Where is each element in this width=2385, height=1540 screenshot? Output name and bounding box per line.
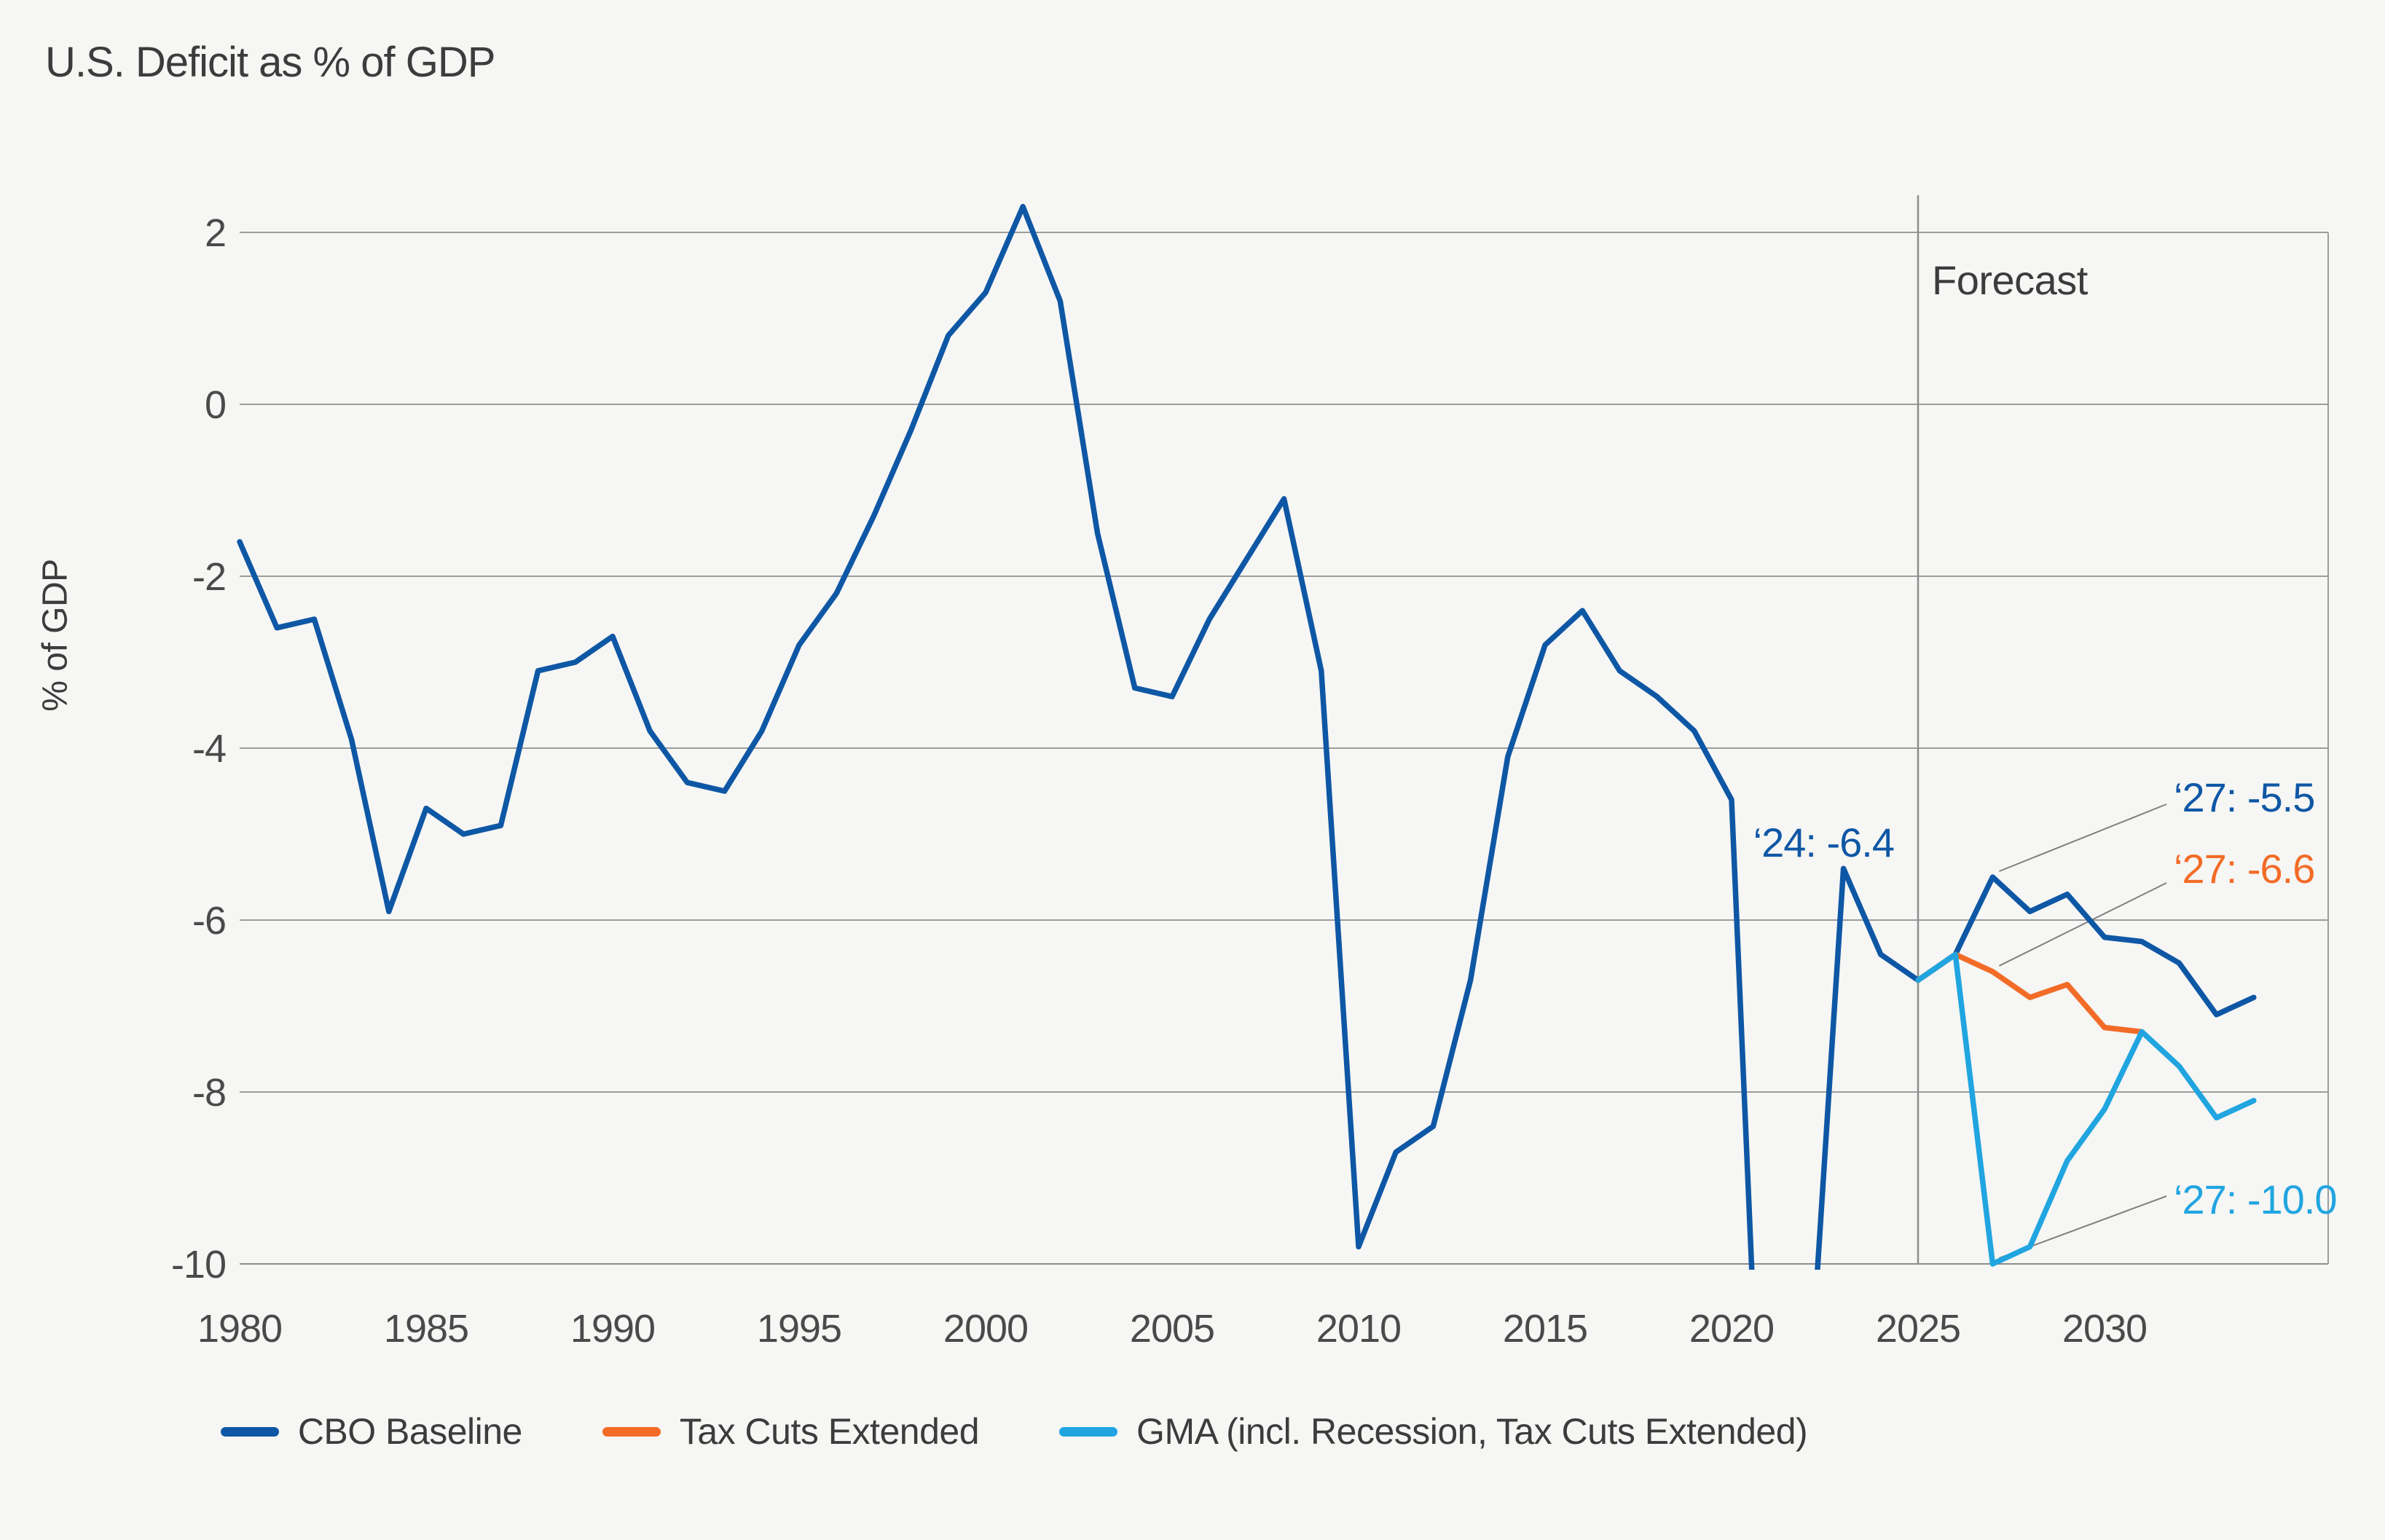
x-tick-2000: 2000 — [943, 1307, 1028, 1351]
legend-swatch-gma — [1059, 1426, 1118, 1437]
annotation-2027-tax-cuts-extended: ‘27: -6.6 — [2174, 846, 2315, 892]
x-tick-2030: 2030 — [2062, 1307, 2147, 1351]
gridlines — [240, 232, 2329, 1265]
y-tick--2: -2 — [192, 555, 226, 599]
y-tick--10: -10 — [171, 1243, 226, 1286]
x-tick-1985: 1985 — [384, 1307, 468, 1351]
leader-line-1 — [1999, 804, 2167, 872]
legend-swatch-tax-cuts-extended — [602, 1426, 661, 1437]
chart-title: U.S. Deficit as % of GDP — [45, 39, 495, 86]
x-tick-1980: 1980 — [197, 1307, 282, 1351]
leader-line-2 — [1998, 882, 2167, 967]
series-line-tax-cuts-extended — [1915, 951, 2145, 1035]
annotation-2027-cbo-baseline: ‘27: -5.5 — [2174, 774, 2315, 820]
series-lines — [237, 203, 2257, 1270]
y-tick-2: 2 — [205, 211, 226, 255]
y-axis-title: % of GDP — [36, 559, 75, 712]
legend-label-cbo-baseline: CBO Baseline — [297, 1411, 523, 1452]
x-tick-1990: 1990 — [570, 1307, 655, 1351]
x-tick-2005: 2005 — [1130, 1307, 1214, 1351]
series-line-gma — [1915, 951, 2257, 1267]
legend-item-cbo-baseline: CBO Baseline — [220, 1410, 523, 1453]
legend-label-tax-cuts-extended: Tax Cuts Extended — [679, 1411, 980, 1452]
x-tick-1995: 1995 — [757, 1307, 841, 1351]
forecast-label: Forecast — [1932, 257, 2088, 303]
y-tick-0: 0 — [205, 383, 226, 427]
legend: CBO Baseline Tax Cuts Extended GMA (incl… — [0, 1410, 2207, 1453]
legend-swatch-cbo-baseline — [220, 1426, 279, 1437]
legend-item-gma: GMA (incl. Recession, Tax Cuts Extended) — [1059, 1410, 1808, 1453]
x-tick-2025: 2025 — [1876, 1307, 1960, 1351]
annotation-2027-gma: ‘27: -10.0 — [2174, 1176, 2337, 1222]
x-tick-2010: 2010 — [1316, 1307, 1401, 1351]
x-tick-2015: 2015 — [1503, 1307, 1587, 1351]
legend-label-gma: GMA (incl. Recession, Tax Cuts Extended) — [1136, 1411, 1808, 1452]
annotation-2024-cbo-baseline: ‘24: -6.4 — [1753, 820, 1895, 865]
y-tick--8: -8 — [192, 1071, 226, 1115]
y-tick--4: -4 — [192, 727, 226, 771]
x-tick-2020: 2020 — [1689, 1307, 1774, 1351]
y-tick--6: -6 — [192, 899, 226, 943]
legend-item-tax-cuts-extended: Tax Cuts Extended — [602, 1410, 980, 1453]
tick-labels: 2 0 -2 -4 -6 -8 -10 1980 1985 1990 1995 2000 2005 201… — [171, 211, 2148, 1351]
